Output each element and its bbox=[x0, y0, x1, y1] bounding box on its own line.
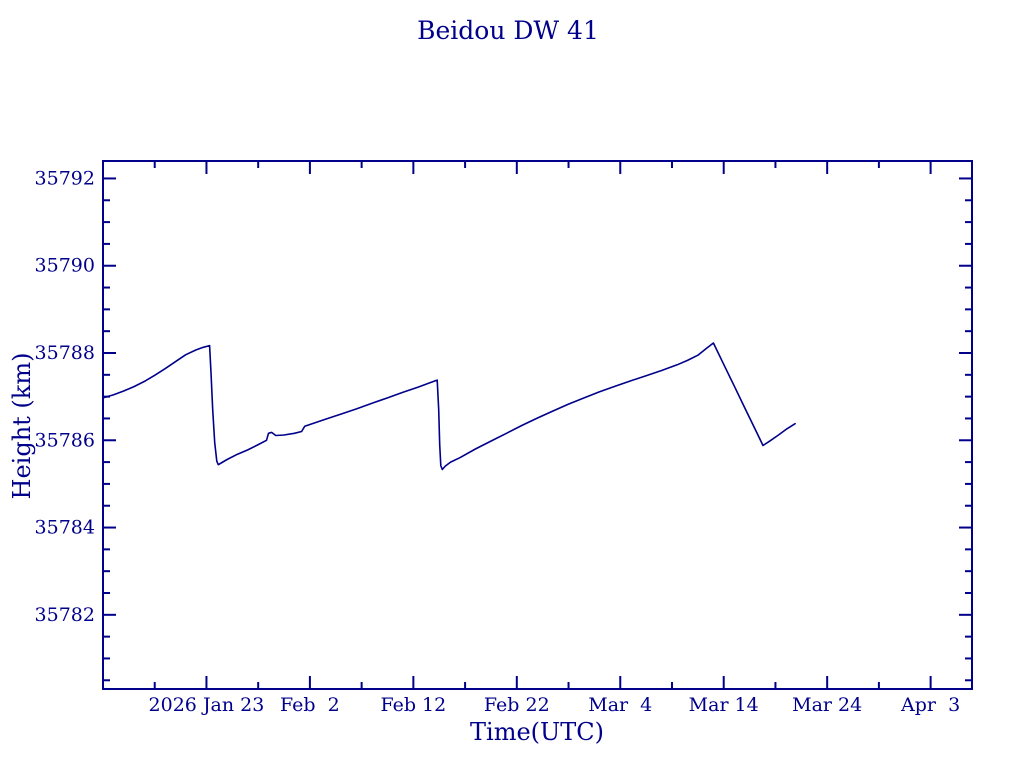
x-tick-label: 2026 Jan 23 bbox=[149, 694, 265, 716]
y-tick-label: 35784 bbox=[35, 517, 95, 539]
x-tick-label: Apr 3 bbox=[900, 694, 960, 716]
x-tick-label: Feb 22 bbox=[484, 694, 550, 716]
chart-title: Beidou DW 41 bbox=[417, 16, 599, 45]
plot-frame bbox=[102, 160, 973, 690]
x-tick-label: Feb 12 bbox=[380, 694, 446, 716]
x-tick-label: Mar 14 bbox=[689, 694, 759, 716]
y-tick-label: 35792 bbox=[35, 167, 95, 189]
y-tick-label: 35788 bbox=[35, 342, 95, 364]
height-series-line bbox=[102, 342, 796, 471]
y-tick-labels: 35792 35790 35788 35786 35784 35782 bbox=[35, 167, 95, 625]
x-axis-title: Time(UTC) bbox=[470, 718, 604, 746]
y-tick-label: 35782 bbox=[35, 604, 95, 626]
y-axis-title: Height (km) bbox=[8, 353, 36, 500]
y-tick-label: 35790 bbox=[35, 255, 95, 277]
y-tick-label: 35786 bbox=[35, 429, 95, 451]
x-tick-labels: 2026 Jan 23 Feb 2 Feb 12 Feb 22 Mar 4 Mar 14 M… bbox=[149, 694, 961, 716]
x-tick-label: Mar 4 bbox=[588, 694, 652, 716]
x-tick-label: Mar 24 bbox=[792, 694, 862, 716]
axis-ticks bbox=[103, 161, 972, 689]
x-tick-label: Feb 2 bbox=[280, 694, 340, 716]
